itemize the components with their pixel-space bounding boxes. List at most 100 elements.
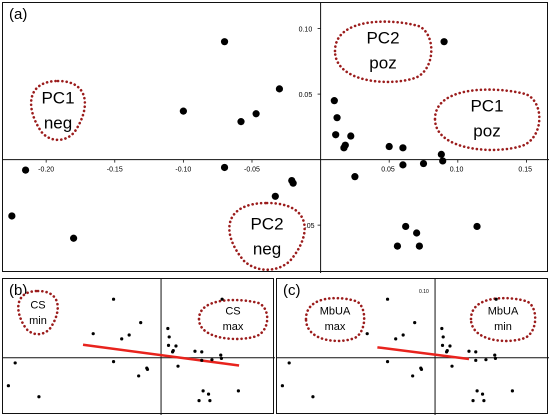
x-tick-label: -0.10	[175, 167, 191, 174]
x-tick-label: -0.20	[38, 167, 54, 174]
data-point	[139, 321, 143, 325]
data-point	[401, 333, 405, 337]
data-point	[402, 222, 410, 231]
data-point	[385, 297, 390, 301]
region-outline	[228, 201, 306, 272]
data-point	[8, 212, 16, 220]
data-point	[174, 344, 178, 348]
region-outline	[29, 79, 87, 142]
x-tick-label: -0.15	[107, 167, 123, 174]
data-point	[333, 114, 341, 122]
data-point	[288, 176, 296, 185]
data-point	[176, 364, 180, 368]
region-label: max	[325, 321, 346, 333]
data-point	[415, 242, 423, 250]
panel-b-plot: CS min CS max	[3, 279, 275, 415]
data-point	[413, 229, 421, 237]
panel-c-label: (c)	[283, 282, 301, 299]
trend-line	[82, 343, 240, 367]
data-point	[484, 358, 488, 362]
y-tick-label: 0.05	[299, 92, 313, 99]
data-point	[411, 374, 415, 378]
data-point	[493, 353, 497, 357]
data-point	[340, 144, 348, 152]
data-point	[70, 234, 78, 242]
region-outline	[304, 296, 366, 343]
data-point	[271, 192, 279, 200]
panel-a-plot: -0.20 -0.15 -0.10 -0.05 0.05 0.10 0.15 0.10 0.05…	[3, 3, 549, 273]
data-point	[440, 38, 448, 46]
data-point	[399, 144, 407, 152]
data-point	[167, 335, 171, 339]
panel-c: (c) 0.10 MbUA max MbUA min	[276, 278, 549, 415]
data-point	[510, 389, 514, 393]
data-point	[474, 358, 478, 362]
data-point	[437, 150, 445, 158]
data-point	[444, 350, 449, 354]
data-point	[419, 159, 428, 168]
data-point	[399, 161, 407, 169]
region-label: min	[29, 315, 47, 327]
data-point	[120, 337, 124, 341]
data-point	[201, 389, 205, 393]
data-point	[413, 321, 417, 325]
panel-a-label: (a)	[9, 6, 28, 23]
x-tick-label: -0.05	[244, 167, 260, 174]
region-outline	[333, 20, 433, 84]
region-outline	[433, 88, 541, 152]
data-point	[394, 337, 398, 341]
y-tick-label: 0.10	[299, 27, 313, 34]
data-point	[219, 353, 223, 357]
data-point	[473, 222, 481, 231]
panel-b: (b) CS min CS max	[2, 278, 275, 415]
data-point	[311, 395, 315, 399]
data-point	[493, 356, 498, 360]
data-point	[365, 332, 369, 336]
data-point	[200, 358, 204, 362]
region-outline	[17, 289, 59, 336]
panel-a: (a) -0.20 -0.15 -0.10 -0.05 0.05 0.10 0.15 0.10…	[2, 2, 549, 273]
region-label: min	[494, 321, 512, 333]
data-point	[127, 333, 131, 337]
data-point	[440, 326, 444, 331]
region-label: PC1	[470, 97, 503, 116]
data-point	[21, 166, 30, 174]
data-point	[332, 131, 340, 139]
y-tick-label: -0.05	[299, 223, 315, 230]
data-point	[145, 366, 149, 370]
data-point	[206, 392, 211, 396]
data-point	[220, 38, 229, 46]
data-point	[351, 173, 359, 181]
data-point	[166, 343, 171, 347]
data-point	[208, 399, 212, 403]
region-label: PC2	[250, 215, 283, 234]
region-label: max	[223, 321, 244, 333]
data-point	[236, 389, 240, 393]
data-point	[193, 349, 197, 353]
data-point	[440, 343, 445, 347]
data-point	[419, 366, 423, 370]
region-label: PC2	[366, 29, 399, 48]
data-point	[220, 163, 229, 172]
data-point	[393, 242, 402, 250]
data-point	[170, 350, 175, 354]
data-point	[482, 399, 486, 403]
data-point	[474, 350, 478, 354]
region-label: poz	[369, 54, 396, 73]
y-tick-label: 0.10	[419, 289, 429, 295]
region-outline	[469, 296, 537, 343]
panel-b-label: (b)	[9, 282, 28, 299]
data-point	[385, 360, 390, 364]
region-label: neg	[44, 114, 72, 133]
data-point	[347, 132, 355, 140]
data-point	[210, 358, 214, 362]
data-point	[219, 356, 224, 360]
data-point	[13, 361, 17, 365]
x-tick-label: 0.05	[381, 167, 395, 174]
data-point	[137, 374, 141, 378]
data-point	[252, 110, 260, 118]
data-point	[287, 361, 291, 365]
x-tick-label: 0.10	[450, 167, 464, 174]
data-point	[111, 360, 116, 364]
data-point	[37, 395, 41, 399]
